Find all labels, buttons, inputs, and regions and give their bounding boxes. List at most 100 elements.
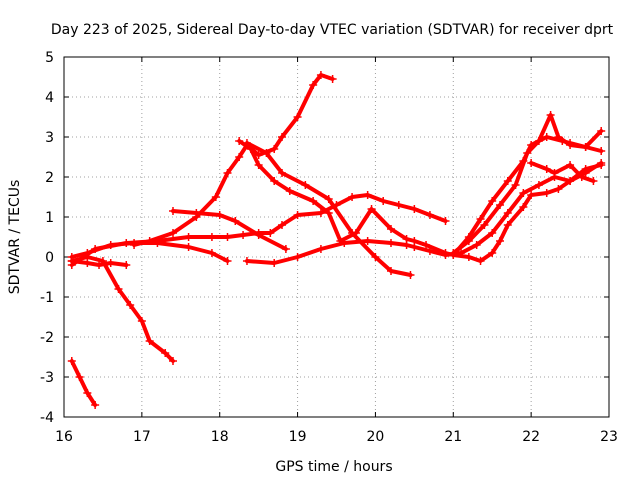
data-point-marker [309,197,318,205]
series-arc-1 [67,357,100,409]
series-arc-13 [527,159,598,185]
data-point-marker [161,349,170,357]
data-point-marker [137,317,146,325]
data-point-marker [519,203,528,211]
data-point-marker [488,229,497,237]
data-point-marker [126,301,135,309]
data-point-marker [379,197,388,205]
y-tick-label: -2 [40,330,54,346]
series-line [69,359,98,407]
data-point-marker [83,259,92,267]
data-point-marker [577,173,586,181]
y-axis-label: SDTVAR / TECUs [7,180,23,295]
data-point-marker [546,111,555,119]
grid [64,57,609,417]
y-tick-label: 3 [45,130,54,146]
data-point-marker [550,169,559,177]
x-tick-label: 22 [522,429,540,445]
data-point-marker [316,209,325,217]
y-tick-label: 2 [45,170,54,186]
data-point-marker [566,177,575,185]
data-point-marker [503,209,512,217]
data-point-marker [542,165,551,173]
data-point-marker [278,221,286,229]
data-point-marker [207,249,216,257]
data-point-marker [527,159,536,167]
data-point-marker [83,249,92,257]
x-tick-label: 23 [600,429,618,445]
data-point-marker [406,271,415,279]
data-point-marker [309,81,318,89]
data-point-marker [589,177,598,185]
x-tick-label: 20 [367,429,385,445]
y-tick-label: 1 [45,210,54,226]
data-point-marker [254,231,263,239]
data-point-marker [488,249,497,257]
data-point-marker [316,245,325,253]
data-point-marker [316,71,325,79]
series-arc-8 [235,137,606,265]
data-point-marker [464,253,473,261]
data-point-marker [223,233,232,241]
data-point-marker [293,253,302,261]
data-point-marker [242,139,251,147]
data-point-marker [496,237,504,245]
data-point-marker [425,247,434,255]
data-point-marker [410,205,419,213]
data-point-marker [449,249,458,257]
data-point-marker [476,257,485,265]
data-point-marker [235,153,244,161]
data-point-marker [581,165,590,173]
data-point-marker [215,211,224,219]
data-point-marker [363,237,372,245]
data-point-marker [130,241,139,249]
series-arc-9 [242,139,415,279]
data-point-marker [207,233,216,241]
data-point-marker [67,357,76,365]
x-tick-label: 21 [444,429,462,445]
data-point-marker [270,145,279,153]
series-arc-4 [67,191,450,269]
data-point-marker [324,195,333,203]
data-point-marker [441,251,450,259]
data-point-marker [293,211,302,219]
data-series [67,71,606,409]
data-point-marker [340,239,349,247]
y-tick-label: 5 [45,50,54,66]
data-point-marker [239,231,248,239]
y-tick-label: -3 [40,370,54,386]
data-point-marker [270,177,279,185]
data-point-marker [371,253,380,261]
data-point-marker [83,389,92,397]
data-point-marker [566,141,575,149]
data-point-marker [597,161,606,169]
data-point-marker [235,137,244,145]
data-point-marker [169,207,177,215]
chart-title: Day 223 of 2025, Sidereal Day-to-day VTE… [51,22,614,38]
x-axis-label: GPS time / hours [275,459,392,475]
data-point-marker [192,209,201,217]
data-point-marker [281,245,290,253]
data-point-marker [285,187,294,195]
series-arc-7 [169,207,290,253]
data-point-marker [542,133,551,141]
data-point-marker [425,211,434,219]
data-point-marker [422,241,431,249]
data-point-marker [476,215,485,223]
data-point-marker [67,261,76,269]
data-point-marker [511,181,520,189]
data-point-marker [211,193,220,201]
series-arc-2 [67,253,177,365]
data-point-marker [480,221,489,229]
x-tick-label: 17 [133,429,151,445]
data-point-marker [328,75,337,83]
data-point-marker [106,241,115,249]
data-point-marker [581,143,590,151]
data-point-marker [270,259,279,267]
data-point-marker [278,169,286,177]
data-point-marker [95,261,104,269]
data-point-marker [457,249,466,257]
y-tick-label: 4 [45,90,54,106]
data-point-marker [503,221,512,229]
